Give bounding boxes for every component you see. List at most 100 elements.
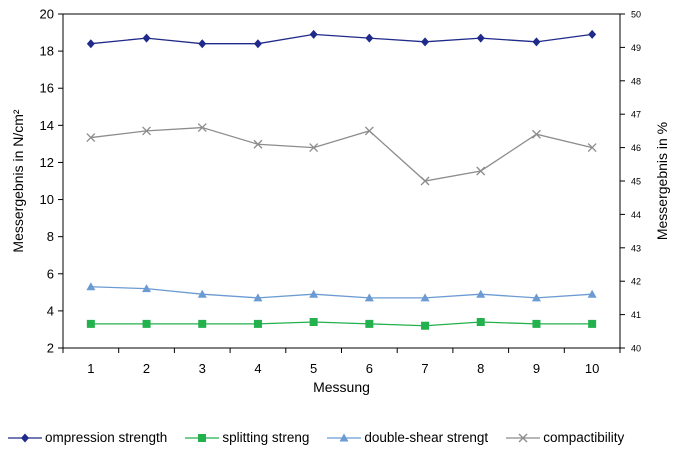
y-axis-label: Messergebnis in N/cm² — [10, 109, 26, 252]
marker-stroke — [420, 176, 430, 186]
data-point — [364, 293, 374, 302]
data-point — [253, 39, 262, 49]
legend-swatch — [185, 433, 220, 442]
legend-marker — [339, 433, 349, 441]
legend-marker — [21, 433, 29, 442]
y-tick-label: 18 — [40, 44, 54, 59]
marker-stroke — [142, 126, 152, 136]
data-point — [532, 37, 541, 47]
data-point — [421, 321, 430, 330]
y-tick-label: 10 — [40, 192, 54, 207]
legend-marker — [198, 433, 207, 442]
legend-label: compactibility — [543, 430, 625, 445]
series-splitting-strength — [86, 318, 597, 330]
x-tick-label: 10 — [585, 361, 599, 376]
series-double-shear-strength — [86, 282, 597, 302]
marker-stroke — [309, 143, 319, 153]
data-point — [476, 33, 485, 43]
series-line — [90, 321, 593, 327]
legend-label: splitting streng — [222, 430, 310, 445]
data-point — [420, 293, 430, 302]
data-point — [365, 33, 374, 43]
data-point — [86, 133, 96, 143]
legend-swatch — [506, 433, 541, 442]
y-tick-label: 8 — [47, 229, 54, 244]
series-line — [90, 33, 593, 45]
data-point — [197, 289, 207, 298]
legend-swatch — [327, 433, 362, 441]
legend-label: ompression strength — [45, 430, 168, 445]
data-point — [587, 289, 597, 298]
y2-tick-label: 47 — [631, 110, 641, 120]
y-tick-label: 20 — [40, 7, 54, 22]
series-line — [90, 126, 593, 182]
y-tick-label: 2 — [47, 341, 54, 356]
data-point — [476, 318, 485, 327]
series-compression-strength — [86, 29, 597, 49]
legend: ompression strength splitting streng doubl… — [8, 430, 624, 445]
data-point — [142, 284, 152, 293]
x-tick-label: 2 — [143, 361, 150, 376]
data-point — [309, 318, 318, 327]
data-point — [197, 123, 207, 133]
x-tick-label: 1 — [87, 361, 94, 376]
data-point — [421, 37, 430, 47]
series-compactibility — [86, 123, 597, 186]
x-tick-label: 4 — [254, 361, 261, 376]
data-point — [253, 293, 263, 302]
marker-stroke — [197, 123, 207, 133]
legend-item: ompression strength — [8, 430, 167, 445]
y2-tick-label: 40 — [631, 344, 641, 354]
y-tick-label: 6 — [47, 266, 54, 281]
data-point — [476, 289, 486, 298]
marker-stroke — [476, 166, 486, 176]
marker-stroke — [253, 139, 263, 149]
marker-stroke — [587, 143, 597, 153]
y2-axis-label: Messergebnis in % — [654, 122, 670, 240]
y-tick-label: 14 — [40, 118, 54, 133]
y-tick-label: 12 — [40, 155, 54, 170]
data-point — [142, 319, 151, 328]
legend-item: double-shear strengt — [327, 430, 488, 445]
x-tick-label: 7 — [421, 361, 428, 376]
y2-tick-label: 45 — [631, 177, 641, 187]
legend-label: double-shear strengt — [364, 430, 489, 445]
y2-tick-label: 49 — [631, 43, 641, 53]
x-axis-label: Messung — [313, 379, 370, 395]
y2-tick-label: 50 — [631, 10, 641, 20]
data-point — [476, 166, 486, 176]
legend-item: compactibility — [506, 430, 624, 445]
data-point — [531, 129, 541, 139]
marker-stroke — [518, 433, 528, 442]
y-tick-label: 4 — [47, 303, 54, 318]
data-point — [142, 126, 152, 136]
y2-tick-label: 48 — [631, 76, 641, 86]
legend-item: splitting streng — [185, 430, 309, 445]
data-point — [253, 319, 262, 328]
y2-tick-label: 41 — [631, 310, 641, 320]
x-tick-label: 8 — [477, 361, 484, 376]
data-point — [587, 143, 597, 153]
data-point — [365, 319, 374, 328]
marker-stroke — [86, 133, 96, 143]
data-point — [309, 143, 319, 153]
y2-tick-label: 44 — [631, 210, 641, 220]
data-point — [86, 319, 95, 328]
data-point — [420, 176, 430, 186]
x-tick-label: 5 — [310, 361, 317, 376]
marker-stroke — [364, 126, 374, 136]
data-point — [531, 293, 541, 302]
x-tick-label: 3 — [199, 361, 206, 376]
marker-stroke — [531, 129, 541, 139]
series-line — [90, 286, 593, 299]
data-point — [86, 39, 95, 49]
x-tick-label: 6 — [366, 361, 373, 376]
data-point — [309, 289, 319, 298]
y2-tick-label: 42 — [631, 277, 641, 287]
y2-tick-label: 43 — [631, 243, 641, 253]
data-point — [86, 282, 96, 291]
data-point — [142, 33, 151, 43]
x-tick-label: 9 — [533, 361, 540, 376]
